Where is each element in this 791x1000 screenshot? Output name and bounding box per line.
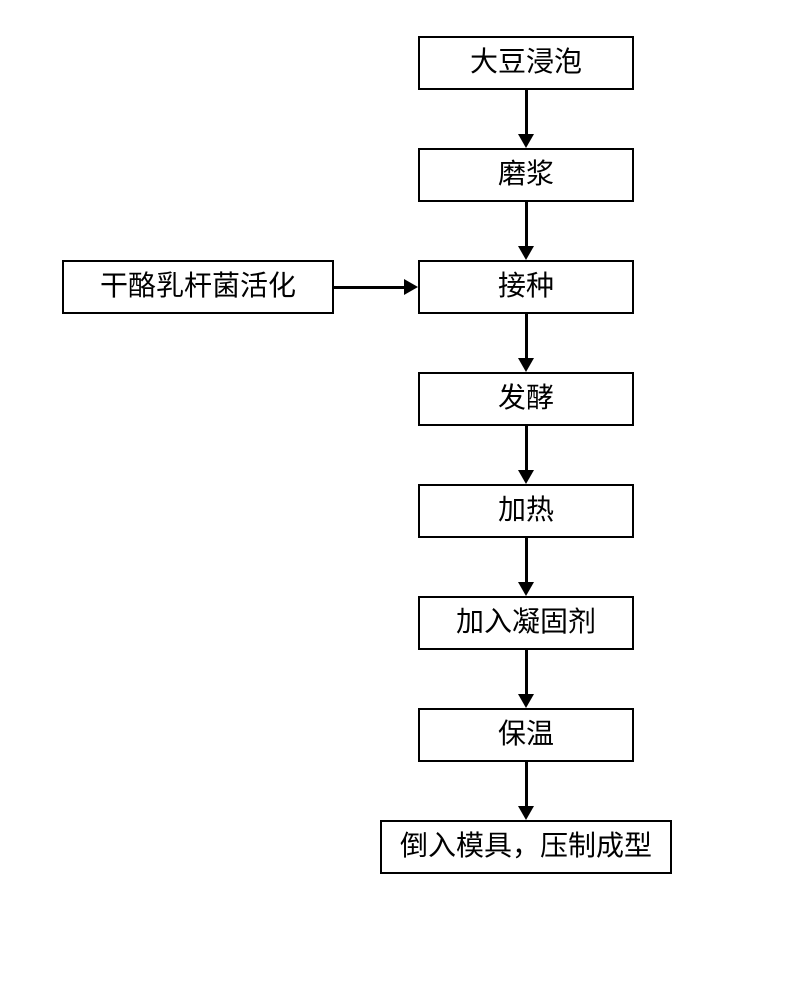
edge-line bbox=[525, 538, 528, 582]
node-label: 磨浆 bbox=[498, 158, 554, 192]
node-label: 接种 bbox=[498, 270, 554, 304]
edge-arrowhead bbox=[518, 246, 534, 260]
edge-arrowhead bbox=[518, 806, 534, 820]
node-label: 加入凝固剂 bbox=[456, 606, 596, 640]
node-lactobacillus-activation: 干酪乳杆菌活化 bbox=[62, 260, 334, 314]
node-add-coagulant: 加入凝固剂 bbox=[418, 596, 634, 650]
flowchart-canvas: 大豆浸泡 磨浆 干酪乳杆菌活化 接种 发酵 加热 加入凝固剂 保温 倒入模具，压… bbox=[0, 0, 791, 1000]
edge-arrowhead bbox=[518, 582, 534, 596]
edge-line bbox=[525, 426, 528, 470]
edge-line bbox=[525, 762, 528, 806]
node-inoculate: 接种 bbox=[418, 260, 634, 314]
edge-line bbox=[525, 202, 528, 246]
node-mold-press: 倒入模具，压制成型 bbox=[380, 820, 672, 874]
node-label: 保温 bbox=[498, 718, 554, 752]
node-ferment: 发酵 bbox=[418, 372, 634, 426]
node-grind: 磨浆 bbox=[418, 148, 634, 202]
edge-arrowhead bbox=[518, 470, 534, 484]
node-keep-warm: 保温 bbox=[418, 708, 634, 762]
edge-arrowhead bbox=[518, 358, 534, 372]
node-label: 发酵 bbox=[498, 382, 554, 416]
node-label: 倒入模具，压制成型 bbox=[400, 830, 652, 864]
node-heat: 加热 bbox=[418, 484, 634, 538]
edge-arrowhead bbox=[518, 694, 534, 708]
node-label: 大豆浸泡 bbox=[470, 46, 582, 80]
node-soybean-soak: 大豆浸泡 bbox=[418, 36, 634, 90]
edge-line bbox=[525, 650, 528, 694]
node-label: 干酪乳杆菌活化 bbox=[100, 270, 296, 304]
edge-line bbox=[525, 90, 528, 134]
edge-line bbox=[334, 286, 404, 289]
edge-arrowhead bbox=[518, 134, 534, 148]
edge-arrowhead bbox=[404, 279, 418, 295]
edge-line bbox=[525, 314, 528, 358]
node-label: 加热 bbox=[498, 494, 554, 528]
